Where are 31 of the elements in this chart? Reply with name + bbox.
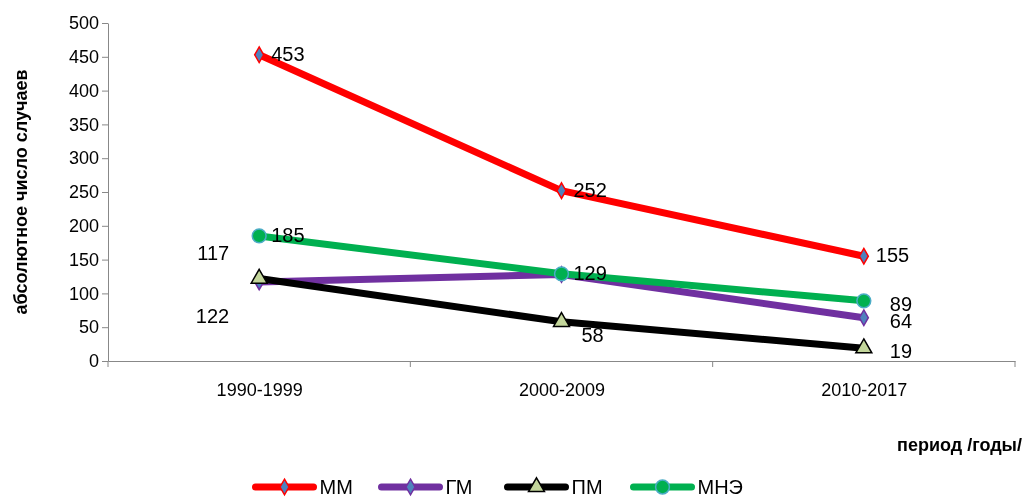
point xyxy=(855,338,873,354)
x-tick-label: 2010-2017 xyxy=(821,379,908,400)
y-tick-label: 250 xyxy=(68,182,99,203)
y-tick-label: 500 xyxy=(68,13,99,34)
legend-label: МНЭ xyxy=(697,476,743,498)
y-tick-label: 200 xyxy=(68,216,99,237)
y-tick-label: 0 xyxy=(88,351,99,372)
x-tick-label: 2000-2009 xyxy=(518,379,606,400)
y-tick-label: 350 xyxy=(68,114,99,135)
y-tick-label: 300 xyxy=(68,148,99,169)
y-tick-label: 450 xyxy=(68,47,99,68)
data-label: 117 xyxy=(197,241,230,264)
legend-label: ПМ xyxy=(571,476,603,498)
y-tick-label: 150 xyxy=(68,249,99,270)
data-label: 89 xyxy=(889,292,913,315)
data-label: 453 xyxy=(271,42,305,65)
point xyxy=(251,228,267,244)
data-label: 58 xyxy=(581,323,604,346)
data-label: 122 xyxy=(195,304,230,327)
y-tick-label: 50 xyxy=(78,317,99,338)
legend-label: ГМ xyxy=(445,476,473,498)
y-tick-label: 400 xyxy=(68,80,99,101)
data-label: 155 xyxy=(875,244,910,267)
point xyxy=(856,293,872,309)
y-tick-label: 100 xyxy=(68,283,99,304)
y-axis-title: абсолютное число случаев xyxy=(11,69,31,315)
point xyxy=(552,311,571,328)
legend-label: ММ xyxy=(319,476,353,498)
x-axis-title: период /годы/ xyxy=(897,435,1022,455)
data-label: 19 xyxy=(889,340,913,363)
x-tick-label: 1990-1999 xyxy=(216,379,303,400)
